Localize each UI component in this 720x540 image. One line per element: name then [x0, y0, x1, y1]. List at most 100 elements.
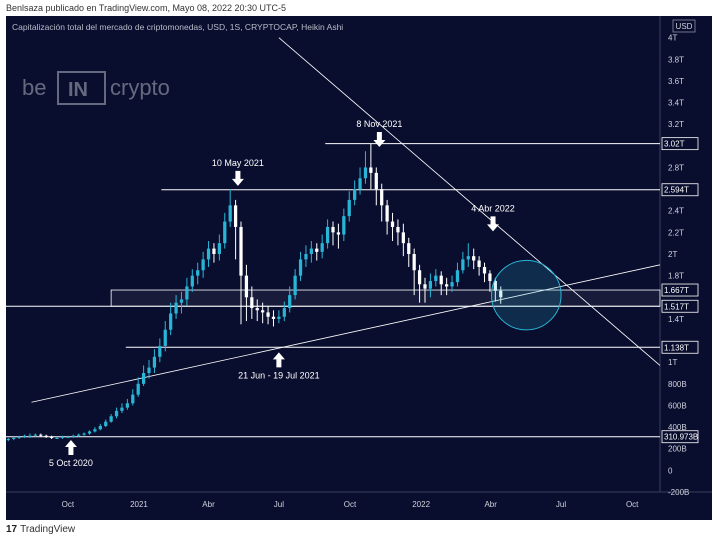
price-label: 1.667T [664, 286, 689, 295]
candle-body [466, 256, 470, 260]
annotation-label: 4 Abr 2022 [471, 203, 515, 213]
arrow-up-icon [64, 439, 77, 455]
candle-body [6, 438, 10, 441]
candle-body [131, 394, 135, 404]
price-label-box [661, 430, 699, 444]
y-tick-label: 1T [668, 358, 677, 367]
y-tick-label: 3.4T [668, 99, 684, 108]
candle-body [261, 310, 265, 313]
candle-body [482, 266, 487, 274]
candle-body [488, 273, 492, 282]
candle-body [39, 434, 43, 436]
arrow-down-icon [231, 170, 244, 186]
price-label-box [661, 183, 699, 197]
candle-body [93, 429, 97, 432]
watermark-logo: be IN crypto [22, 71, 170, 105]
candle-body [493, 281, 497, 291]
candle-body [136, 383, 140, 395]
svg-text:IN: IN [68, 79, 88, 101]
candle-body [109, 416, 113, 422]
candle-body [380, 189, 384, 206]
candle-body [439, 275, 443, 285]
candle-body [353, 189, 357, 200]
candle-body [60, 436, 65, 438]
candle-body [347, 199, 351, 217]
candle-body [315, 248, 319, 252]
x-tick-label: 2022 [412, 500, 430, 509]
candle-body [331, 226, 335, 233]
candle-body [44, 435, 48, 437]
candle-body [412, 254, 416, 271]
annotation: 10 May 2021 [212, 158, 264, 186]
candle-body [401, 232, 405, 244]
price-chart[interactable]: Capitalización total del mercado de crip… [6, 16, 712, 520]
price-label: 1.138T [664, 343, 689, 352]
y-tick-label: 400B [668, 423, 687, 432]
y-tick-label: 3.6T [668, 77, 684, 86]
candle-body [428, 281, 433, 289]
x-tick-label: Abr [484, 500, 497, 509]
annotation: 21 Jun - 19 Jul 2021 [238, 352, 320, 380]
annotation-label: 5 Oct 2020 [49, 458, 93, 468]
y-axis-panel[interactable] [660, 16, 712, 492]
candle-body [396, 226, 400, 233]
candle-body [336, 232, 341, 235]
tradingview-footer[interactable]: 17 TradingView [6, 521, 75, 537]
candle-body [55, 437, 59, 439]
annotation: 4 Abr 2022 [471, 203, 515, 232]
candle-body [77, 434, 81, 436]
y-tick-label: 2T [668, 250, 677, 259]
x-tick-label: Abr [202, 500, 215, 509]
publish-header: Benlsaza publicado en TradingView.com, M… [6, 3, 287, 13]
chart-frame[interactable]: Capitalización total del mercado de crip… [6, 16, 712, 520]
arrow-down-icon [373, 131, 386, 147]
y-tick-label: -200B [668, 488, 689, 497]
candle-body [196, 270, 200, 276]
candle-body [461, 259, 465, 271]
candle-body [455, 270, 460, 283]
candle-body [22, 435, 27, 437]
usd-badge [672, 19, 696, 33]
candle-body [104, 421, 108, 427]
annotation: 8 Nov 2021 [356, 119, 402, 147]
candle-body [158, 345, 162, 357]
y-tick-label: 800B [668, 380, 687, 389]
candle-body [320, 243, 324, 252]
candle-body [12, 437, 16, 439]
tradingview-logo-icon: 17 [6, 523, 18, 535]
highlight-circle [490, 259, 562, 331]
y-tick-label: 3.8T [668, 55, 684, 64]
candle-body [179, 299, 184, 303]
candle-body [434, 275, 438, 282]
candle-body [277, 316, 281, 319]
candle-body [304, 254, 308, 260]
candle-body [374, 172, 378, 190]
currency-label: USD [676, 22, 693, 31]
candle-body [477, 260, 481, 267]
candle-body [407, 243, 411, 254]
candle-body [125, 403, 129, 408]
candle-body [71, 435, 75, 437]
y-tick-label: 600B [668, 401, 687, 410]
candle-body [369, 167, 373, 173]
annotation-label: 8 Nov 2021 [356, 119, 402, 129]
candle-body [114, 410, 119, 417]
candle-body [250, 297, 254, 309]
candle-body [223, 221, 227, 244]
candle-body [147, 367, 151, 373]
y-tick-label: 1.8T [668, 272, 684, 281]
price-label-box [661, 283, 699, 297]
candle-body [141, 373, 146, 384]
candle-body [190, 275, 194, 287]
candle-body [342, 216, 346, 235]
candle-body [363, 167, 368, 179]
candle-body [271, 316, 276, 319]
y-tick-label: 200B [668, 445, 687, 454]
x-tick-label: Jul [556, 500, 566, 509]
candle-body [309, 248, 313, 254]
candle-body [266, 312, 270, 317]
y-tick-label: 4T [668, 34, 677, 43]
chart-title: Capitalización total del mercado de crip… [12, 22, 343, 32]
candle-body [233, 205, 238, 227]
candle-body [358, 178, 362, 190]
